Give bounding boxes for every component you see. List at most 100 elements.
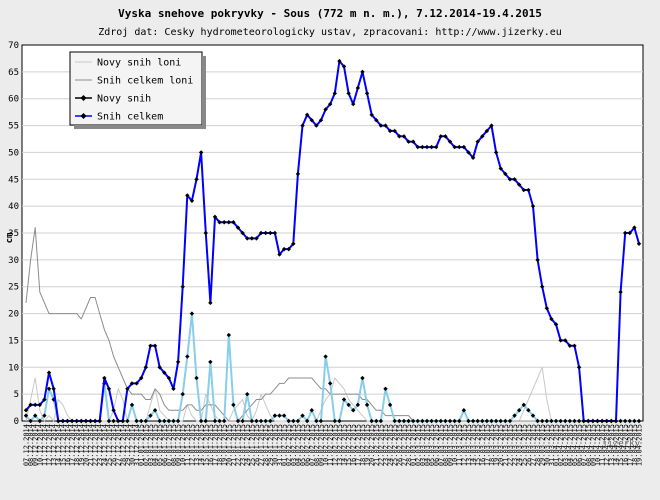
series-point-novy-snih xyxy=(420,418,425,424)
series-point-novy-snih xyxy=(387,402,393,408)
series-point-snih-celkem xyxy=(632,225,637,230)
x-tick-label: 17.03.2015 xyxy=(483,424,491,466)
x-tick-label: 14.04.2015 xyxy=(612,424,620,466)
x-tick-label: 16.01.2015 xyxy=(207,424,215,466)
series-point-novy-snih xyxy=(489,418,494,424)
series-point-novy-snih xyxy=(558,418,563,424)
series-point-snih-celkem xyxy=(470,155,476,160)
y-tick-label: 55 xyxy=(8,122,19,132)
series-point-novy-snih xyxy=(526,408,531,413)
series-point-snih-celkem xyxy=(33,402,38,408)
series-point-snih-celkem xyxy=(51,386,56,391)
legend-label-novy-snih: Novy snih xyxy=(97,94,151,105)
series-point-snih-celkem xyxy=(434,144,439,150)
series-point-novy-snih xyxy=(304,418,310,424)
series-point-snih-celkem xyxy=(83,418,89,424)
series-point-novy-snih xyxy=(281,413,287,418)
series-point-snih-celkem xyxy=(240,230,245,236)
series-point-novy-snih xyxy=(553,418,559,424)
x-tick-label: 17.01.2015 xyxy=(211,424,219,466)
series-point-snih-celkem xyxy=(28,402,33,408)
x-tick-label: 30.03.2015 xyxy=(543,424,551,466)
series-point-snih-celkem xyxy=(327,101,333,107)
x-tick-label: 19.03.2015 xyxy=(493,424,501,466)
y-tick-label: 25 xyxy=(8,283,19,293)
series-point-snih-celkem xyxy=(618,289,623,295)
series-point-snih-celkem xyxy=(512,177,517,182)
series-point-snih-celkem xyxy=(152,343,158,348)
legend-marker xyxy=(80,113,87,119)
series-point-novy-snih xyxy=(434,418,439,424)
series-point-novy-snih xyxy=(217,418,222,424)
series-point-snih-celkem xyxy=(258,230,264,236)
series-point-novy-snih xyxy=(503,418,508,424)
x-tick-label: 21.02.2015 xyxy=(373,424,381,466)
series-point-snih-celkem xyxy=(217,220,222,225)
series-point-novy-snih xyxy=(235,418,241,424)
x-tick-label: 11.01.2015 xyxy=(184,424,192,466)
y-tick-label: 45 xyxy=(8,175,19,185)
series-point-novy-snih xyxy=(143,418,149,424)
series-point-snih-celkem xyxy=(341,64,347,69)
x-tick-label: 11.12.2014 xyxy=(41,424,49,466)
series-point-snih-celkem xyxy=(115,418,121,424)
x-tick-label: 24.02.2015 xyxy=(387,424,395,466)
x-tick-label: 02.03.2015 xyxy=(414,424,422,466)
x-tick-label: 10.04.2015 xyxy=(594,424,602,466)
x-tick-label: 18.04.2015 xyxy=(631,424,639,466)
series-point-snih-celkem xyxy=(281,246,287,252)
series-point-novy-snih xyxy=(484,418,490,424)
series-point-novy-snih xyxy=(438,418,444,424)
x-tick-label: 09.02.2015 xyxy=(317,424,325,466)
x-tick-label: 03.03.2015 xyxy=(419,424,427,466)
series-point-novy-snih xyxy=(397,418,402,424)
legend-label-novy-snih-loni: Novy snih loni xyxy=(97,58,181,69)
series-point-snih-celkem xyxy=(88,418,93,424)
series-point-snih-celkem xyxy=(383,123,388,128)
series-point-snih-celkem xyxy=(355,85,361,91)
series-point-snih-celkem xyxy=(69,418,75,424)
series-point-snih-celkem xyxy=(309,118,314,123)
y-axis-label: cm xyxy=(5,232,15,243)
series-point-novy-snih xyxy=(369,418,374,424)
series-point-novy-snih xyxy=(157,418,162,424)
series-point-novy-snih xyxy=(268,418,273,424)
x-tick-label: 24.01.2015 xyxy=(244,424,252,466)
x-tick-label: 09.03.2015 xyxy=(447,424,455,466)
series-point-snih-celkem xyxy=(530,203,536,209)
x-tick-label: 20.12.2014 xyxy=(82,424,90,466)
x-tick-label: 25.12.2014 xyxy=(105,424,113,466)
x-tick-label: 10.03.2015 xyxy=(451,424,459,466)
x-axis-ticks: 07.12.201408.12.201409.12.201410.12.2014… xyxy=(23,424,644,466)
x-tick-label: 23.03.2015 xyxy=(511,424,519,466)
series-point-snih-celkem xyxy=(374,118,379,123)
series-point-novy-snih xyxy=(410,418,416,424)
series-point-snih-celkem xyxy=(314,123,319,128)
series-point-snih-celkem xyxy=(613,418,619,424)
y-tick-label: 40 xyxy=(8,202,19,212)
series-point-snih-celkem xyxy=(277,252,282,257)
y-tick-label: 0 xyxy=(14,417,19,427)
series-point-novy-snih xyxy=(189,311,195,316)
x-tick-label: 12.04.2015 xyxy=(603,424,611,466)
series-point-snih-celkem xyxy=(171,386,176,391)
x-tick-label: 11.04.2015 xyxy=(599,424,607,466)
series-point-snih-celkem xyxy=(134,381,139,386)
x-tick-label: 07.03.2015 xyxy=(437,424,445,466)
x-tick-label: 01.04.2015 xyxy=(553,424,561,466)
series-point-snih-celkem xyxy=(443,134,448,139)
y-tick-label: 50 xyxy=(8,148,19,158)
x-tick-label: 23.12.2014 xyxy=(96,424,104,466)
series-point-novy-snih xyxy=(309,408,314,413)
series-point-novy-snih xyxy=(37,418,43,424)
series-point-snih-celkem xyxy=(79,418,84,424)
x-tick-label: 09.01.2015 xyxy=(175,424,183,466)
x-tick-label: 13.01.2015 xyxy=(193,424,201,466)
series-point-snih-celkem xyxy=(291,241,296,246)
series-point-snih-celkem xyxy=(540,284,545,289)
legend-label-snih-celkem-loni: Snih celkem loni xyxy=(97,76,193,87)
series-point-snih-celkem xyxy=(166,375,172,381)
series-point-snih-celkem xyxy=(563,338,568,343)
series-point-novy-snih xyxy=(346,402,351,408)
x-tick-label: 08.03.2015 xyxy=(442,424,450,466)
